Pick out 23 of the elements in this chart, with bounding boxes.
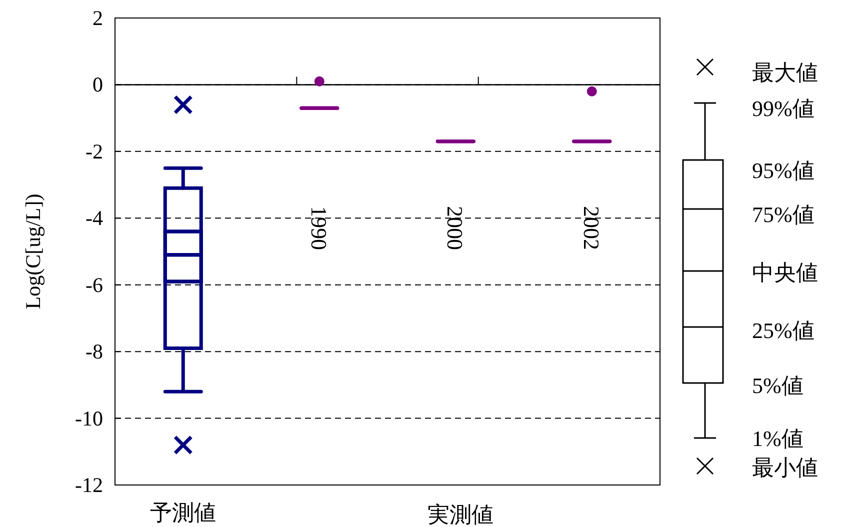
x-tick-label: 1990 (306, 206, 332, 250)
text: 実測値 (428, 502, 494, 527)
y-tick-label: -10 (75, 406, 103, 430)
y-tick-label: -8 (86, 340, 103, 364)
text: 95%値 (752, 158, 814, 183)
text: 最大値 (752, 60, 818, 85)
x-tick-label: 2000 (442, 206, 468, 250)
y-tick-label: -2 (86, 139, 103, 164)
y-tick-label: 0 (92, 72, 103, 97)
x-tick-label: 2002 (578, 206, 604, 250)
text: 中央値 (752, 260, 818, 285)
text: 75%値 (752, 202, 814, 227)
text: 5%値 (752, 373, 804, 398)
text: 最小値 (752, 455, 818, 480)
x-tick-label: 予測値 (150, 500, 216, 525)
y-axis-title: Log(C[ug/L]) (21, 194, 45, 310)
text: 99%値 (752, 96, 814, 121)
text: 1%値 (752, 426, 804, 451)
text: 25%値 (752, 318, 814, 343)
y-tick-label: 2 (92, 6, 103, 30)
y-tick-label: -12 (75, 473, 103, 497)
y-tick-label: -6 (86, 272, 103, 297)
y-tick-label: -4 (86, 206, 104, 230)
